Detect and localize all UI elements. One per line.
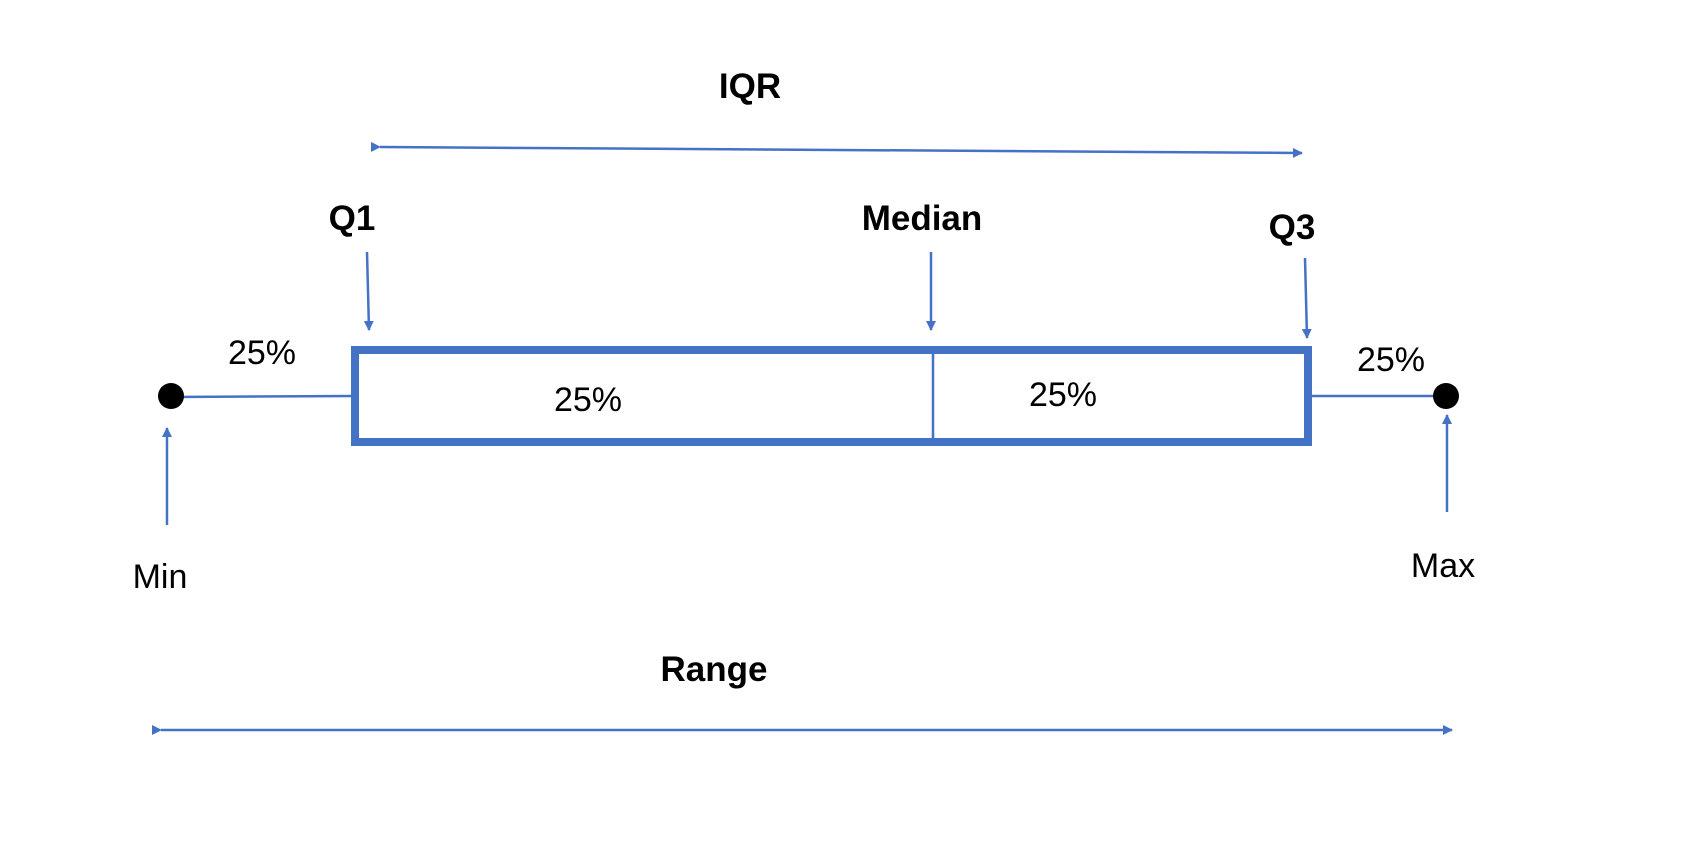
q1-label: Q1 (329, 199, 376, 238)
q1-pointer-arrow (363, 251, 374, 331)
q3-pointer-arrow (1301, 257, 1312, 339)
iqr-label: IQR (719, 67, 781, 106)
iqr-double-arrow (370, 141, 1303, 158)
max-point (1433, 383, 1459, 409)
left-whisker (170, 394, 356, 399)
min-point (158, 383, 184, 409)
min-label: Min (133, 558, 188, 596)
range-label: Range (661, 650, 768, 689)
max-label: Max (1411, 547, 1475, 585)
box-right-percent: 25% (1029, 376, 1097, 414)
median-label: Median (862, 199, 983, 238)
iqr-box (351, 346, 1312, 446)
box-left-percent: 25% (554, 381, 622, 419)
q3-label: Q3 (1269, 208, 1316, 247)
left-whisker-percent: 25% (228, 334, 296, 372)
right-whisker-percent: 25% (1357, 341, 1425, 379)
